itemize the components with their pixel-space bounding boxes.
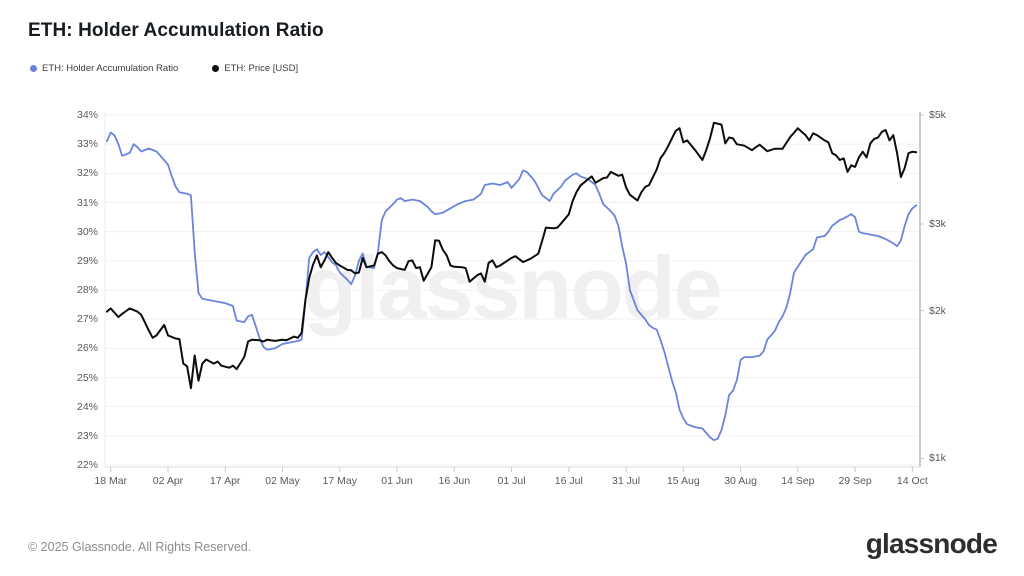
legend-label-price: ETH: Price [USD] [224,63,299,74]
y-right-tick-label-3k: $3k [929,218,946,231]
y-left-tick-label-22pct: 22% [76,459,98,471]
y-left-tick-label-30pct: 30% [76,225,98,238]
x-tick-label-15-Aug: 15 Aug [666,475,700,487]
series-line-holder-accumulation-ratio [106,131,918,442]
x-tick-label-16-Jun: 16 Jun [438,475,471,487]
chart-legend: ETH: Holder Accumulation Ratio ETH: Pric… [30,63,298,74]
y-left-tick-label-28pct: 28% [76,284,98,296]
y-left-tick-label-24pct: 24% [76,400,98,413]
legend-dot-ratio-icon [30,65,37,72]
y-left-tick-label-34pct: 34% [76,109,98,121]
series-line-eth-price [105,121,918,390]
legend-dot-price-icon [212,65,220,72]
x-tick-label-30-Aug: 30 Aug [724,475,757,487]
y-left-tick-label-33pct: 33% [76,138,98,151]
x-tick-label-17-May: 17 May [322,475,357,487]
y-left-tick-label-26pct: 26% [76,342,98,355]
x-tick-label-01-Jun: 01 Jun [381,475,413,487]
copyright-text: © 2025 Glassnode. All Rights Reserved. [28,540,252,554]
y-right-tick-label-2k: $2k [929,304,946,317]
y-right-tick-label-5k: $5k [929,109,946,121]
x-tick-label-16-Jul: 16 Jul [554,475,583,487]
y-left-tick-label-23pct: 23% [76,429,98,442]
x-tick-label-18-Mar: 18 Mar [94,475,128,487]
y-left-tick-label-25pct: 25% [76,371,98,384]
glassnode-logo: glassnode [865,528,998,559]
y-left-tick-label-27pct: 27% [76,313,98,326]
y-left-tick-label-31pct: 31% [76,196,98,209]
y-left-tick-label-32pct: 32% [76,167,98,180]
x-tick-label-02-May: 02 May [265,475,300,487]
legend-label-ratio: ETH: Holder Accumulation Ratio [42,63,179,74]
x-tick-label-31-Jul: 31 Jul [612,475,641,487]
x-tick-label-01-Jul: 01 Jul [497,475,526,487]
x-tick-label-29-Sep: 29 Sep [838,475,872,487]
legend-item-holder-accumulation-ratio[interactable]: ETH: Holder Accumulation Ratio [30,63,178,74]
x-tick-label-02-Apr: 02 Apr [152,475,184,487]
x-tick-label-17-Apr: 17 Apr [210,475,241,487]
x-tick-label-14-Sep: 14 Sep [781,475,815,487]
page-title: ETH: Holder Accumulation Ratio [28,20,324,41]
legend-item-eth-price[interactable]: ETH: Price [USD] [212,63,298,74]
x-tick-label-14-Oct: 14 Oct [896,475,928,487]
y-right-tick-label-1k: $1k [929,452,946,465]
y-left-tick-label-29pct: 29% [76,254,98,267]
